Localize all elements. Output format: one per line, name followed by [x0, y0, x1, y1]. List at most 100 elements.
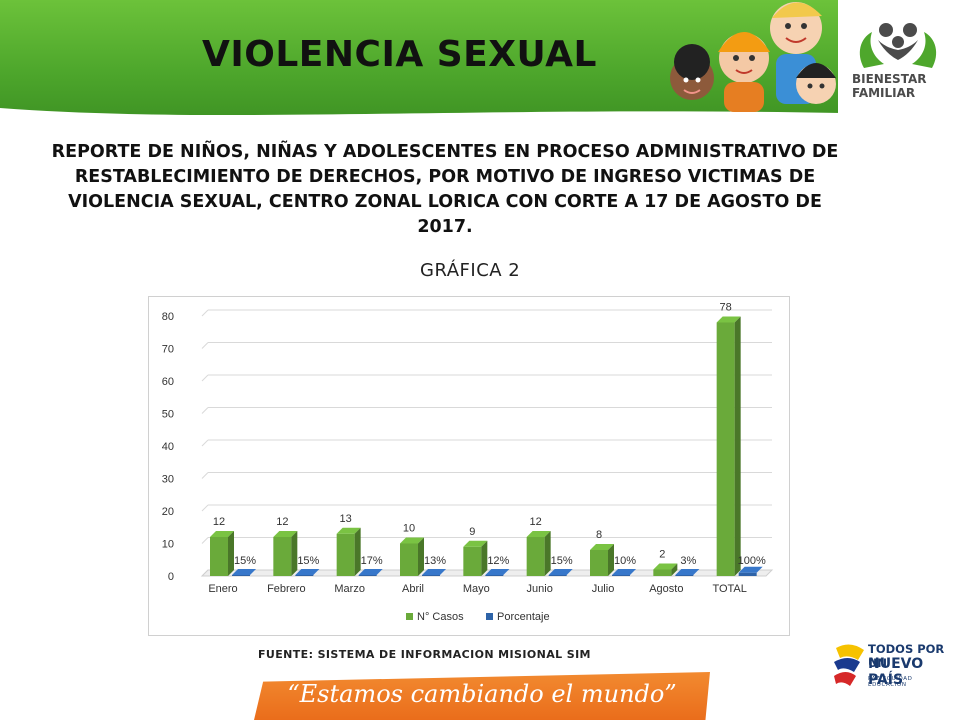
bar-porcentaje	[675, 575, 694, 576]
bar-casos-top	[716, 316, 741, 323]
bar-casos-side	[354, 527, 361, 576]
bar-porcentaje	[422, 575, 440, 576]
slogan-text: “Estamos cambiando el mundo”	[287, 680, 677, 708]
y-tick-label: 10	[162, 539, 174, 551]
bar-casos-side	[671, 563, 678, 576]
bar-casos	[653, 569, 672, 576]
y-tick-label: 50	[162, 409, 174, 421]
bar-porcentaje-top	[612, 569, 636, 575]
y-tick-label: 70	[162, 344, 174, 356]
logo-line-2: FAMILIAR	[852, 86, 916, 100]
x-tick-label: Agosto	[649, 583, 683, 595]
bar-porcentaje	[485, 575, 504, 576]
data-label-casos: 13	[340, 513, 352, 525]
bar-porcentaje-top	[485, 569, 510, 575]
bar-casos	[273, 537, 292, 576]
bar-casos-side	[481, 540, 488, 576]
bar-porcentaje-top	[358, 569, 383, 575]
data-label-casos: 78	[720, 302, 732, 314]
x-tick-label: Junio	[527, 583, 553, 595]
data-label-casos: 9	[469, 526, 475, 538]
bar-porcentaje	[295, 575, 314, 576]
source-note: FUENTE: SISTEMA DE INFORMACION MISIONAL …	[258, 648, 591, 661]
page-title: VIOLENCIA SEXUAL	[202, 34, 597, 75]
bar-porcentaje-top	[422, 569, 446, 575]
bar-porcentaje-top	[232, 569, 256, 575]
header-wave	[0, 108, 960, 118]
data-label-casos: 12	[276, 516, 288, 528]
bar-casos-side	[608, 544, 614, 576]
data-label-porcentaje: 15%	[297, 555, 319, 567]
data-label-porcentaje: 17%	[361, 555, 383, 567]
bar-casos-top	[210, 531, 234, 537]
legend-label: N° Casos	[417, 611, 464, 623]
bar-porcentaje-top	[738, 566, 763, 573]
bar-casos-side	[228, 531, 234, 576]
bar-casos-top	[400, 537, 424, 544]
y-tick-label: 30	[162, 474, 174, 486]
gridline-depth	[201, 472, 209, 479]
x-tick-label: Enero	[208, 583, 237, 595]
y-tick-label: 40	[162, 441, 174, 453]
data-label-porcentaje: 12%	[487, 555, 509, 567]
data-label-casos: 12	[530, 516, 542, 528]
family-logo-icon	[859, 23, 937, 68]
gridline-depth	[201, 407, 209, 414]
bar-casos	[590, 550, 608, 576]
logo-line-1: BIENESTAR	[852, 72, 927, 86]
data-label-porcentaje: 3%	[680, 555, 696, 567]
bar-casos	[716, 322, 735, 576]
todos-por-un-nuevo-pais-logo: TODOS POR UN NUEVO PAÍS PAZ EQUIDAD EDUC…	[832, 640, 952, 696]
bar-casos-top	[273, 531, 298, 537]
data-label-porcentaje: 10%	[614, 555, 636, 567]
bar-casos-top	[463, 540, 488, 547]
x-tick-label: Julio	[592, 583, 615, 595]
legend-swatch	[486, 613, 493, 620]
legend-label: Porcentaje	[497, 611, 550, 623]
y-tick-label: 60	[162, 376, 174, 388]
bar-casos	[400, 543, 418, 576]
data-label-porcentaje: 13%	[424, 555, 446, 567]
y-tick-label: 0	[168, 571, 174, 583]
x-tick-label: Marzo	[334, 583, 365, 595]
bar-porcentaje	[548, 575, 567, 576]
report-title: REPORTE DE NIÑOS, NIÑAS Y ADOLESCENTES E…	[51, 142, 839, 237]
data-label-casos: 12	[213, 516, 225, 528]
x-tick-label: Mayo	[463, 583, 490, 595]
bienestar-logo: BIENESTAR FAMILIAR	[838, 0, 960, 118]
bar-chart: 0 10 20 30 40 50 60 70 80 12 15% Enero 12 15% Febrero 1…	[162, 302, 774, 623]
brand-line-3: PAZ EQUIDAD EDUCACIÓN	[868, 676, 913, 688]
data-label-porcentaje: 100%	[738, 555, 766, 567]
bar-porcentaje-top	[675, 569, 700, 575]
bar-porcentaje-top	[548, 569, 573, 575]
bar-casos	[210, 537, 228, 576]
x-tick-label: Abril	[402, 583, 424, 595]
gridline-depth	[201, 537, 209, 544]
data-label-casos: 2	[659, 549, 665, 561]
bar-casos	[463, 546, 482, 576]
bar-porcentaje-top	[295, 569, 320, 575]
header-banner: VIOLENCIA SEXUAL BIENESTAR FAMILIAR	[0, 0, 960, 118]
x-tick-label: Febrero	[267, 583, 306, 595]
brand-line-2: NUEVO PAÍS	[868, 656, 924, 688]
children-illustration	[670, 2, 836, 112]
bar-porcentaje	[612, 575, 630, 576]
bar-casos-side	[418, 537, 424, 576]
data-label-porcentaje: 15%	[234, 555, 256, 567]
graph-label: GRÁFICA 2	[420, 260, 521, 281]
bar-casos	[336, 533, 355, 576]
chart-frame	[148, 296, 790, 636]
gridline-depth	[201, 439, 209, 447]
brand-line-1: TODOS POR UN	[868, 642, 945, 670]
data-label-casos: 10	[403, 523, 415, 535]
y-tick-label: 80	[162, 311, 174, 323]
bar-casos-side	[734, 316, 741, 576]
y-tick-label: 20	[162, 506, 174, 518]
colombia-flag-icon	[834, 644, 864, 686]
gridline-depth	[201, 504, 209, 512]
legend-swatch	[406, 613, 413, 620]
data-label-porcentaje: 15%	[551, 555, 573, 567]
bar-casos-top	[590, 544, 614, 550]
bar-casos-side	[291, 531, 298, 576]
gridline-depth	[201, 374, 209, 382]
